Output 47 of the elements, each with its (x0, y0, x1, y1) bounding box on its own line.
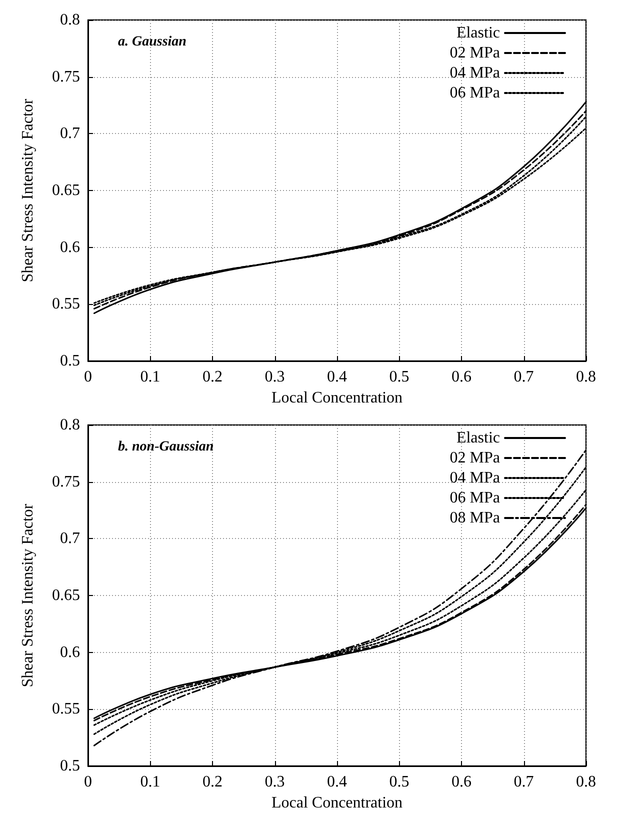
y-tick-label: 0.7 (60, 125, 80, 142)
x-tick-label: 0 (84, 774, 92, 790)
y-tick-label: 0.6 (60, 644, 80, 661)
legend-label: 06 MPa (450, 84, 500, 102)
x-tick-label: 0.7 (514, 774, 534, 790)
text: a. Gaussian (118, 34, 187, 50)
y-tick-label: 0.8 (60, 12, 80, 28)
y-axis-title: Shear Stress Intensity Factor (20, 503, 36, 688)
legend-label: 04 MPa (450, 470, 500, 486)
y-tick-label: 0.6 (60, 238, 80, 256)
x-tick-label: 0.2 (202, 774, 222, 790)
y-tick-label: 0.65 (52, 587, 80, 604)
x-tick-label: 0.6 (452, 368, 472, 386)
legend-label: 06 MPa (450, 490, 500, 506)
legend-label: 08 MPa (450, 510, 500, 526)
x-tick-label: 0.4 (327, 368, 347, 386)
y-tick-label: 0.5 (60, 352, 80, 370)
x-axis-title: Local Concentration (271, 794, 403, 812)
legend-label: 04 MPa (450, 64, 500, 82)
x-tick-label: 0.5 (389, 368, 410, 386)
x-tick-label: 0.7 (514, 368, 534, 386)
legend-label: 02 MPa (450, 44, 500, 62)
x-tick-label: 0.3 (264, 368, 285, 386)
legend-label: Elastic (456, 430, 500, 446)
legend-label: 02 MPa (450, 450, 500, 466)
y-tick-label: 0.7 (60, 530, 80, 548)
x-tick-label: 0.8 (576, 368, 596, 386)
x-tick-label: 0.5 (389, 774, 410, 790)
y-tick-label: 0.65 (52, 182, 80, 199)
y-tick-label: 0.8 (60, 416, 80, 434)
x-tick-label: 0.1 (140, 368, 160, 386)
x-tick-label: 0.1 (140, 774, 160, 790)
y-tick-label: 0.75 (52, 68, 80, 86)
y-tick-label: 0.75 (52, 473, 80, 490)
x-tick-label: 0 (84, 368, 92, 386)
text: b. non-Gaussian (118, 440, 214, 454)
y-axis-title: Shear Stress Intensity Factor (20, 98, 36, 282)
x-axis-title: Local Concentration (271, 389, 403, 406)
y-tick-label: 0.5 (60, 758, 80, 774)
x-tick-label: 0.6 (452, 774, 472, 790)
x-tick-label: 0.2 (202, 368, 222, 386)
x-tick-label: 0.8 (576, 774, 596, 790)
y-tick-label: 0.55 (52, 296, 80, 313)
y-tick-label: 0.55 (52, 700, 80, 718)
x-tick-label: 0.4 (327, 774, 347, 790)
legend-label: Elastic (456, 24, 500, 42)
x-tick-label: 0.3 (264, 774, 285, 790)
